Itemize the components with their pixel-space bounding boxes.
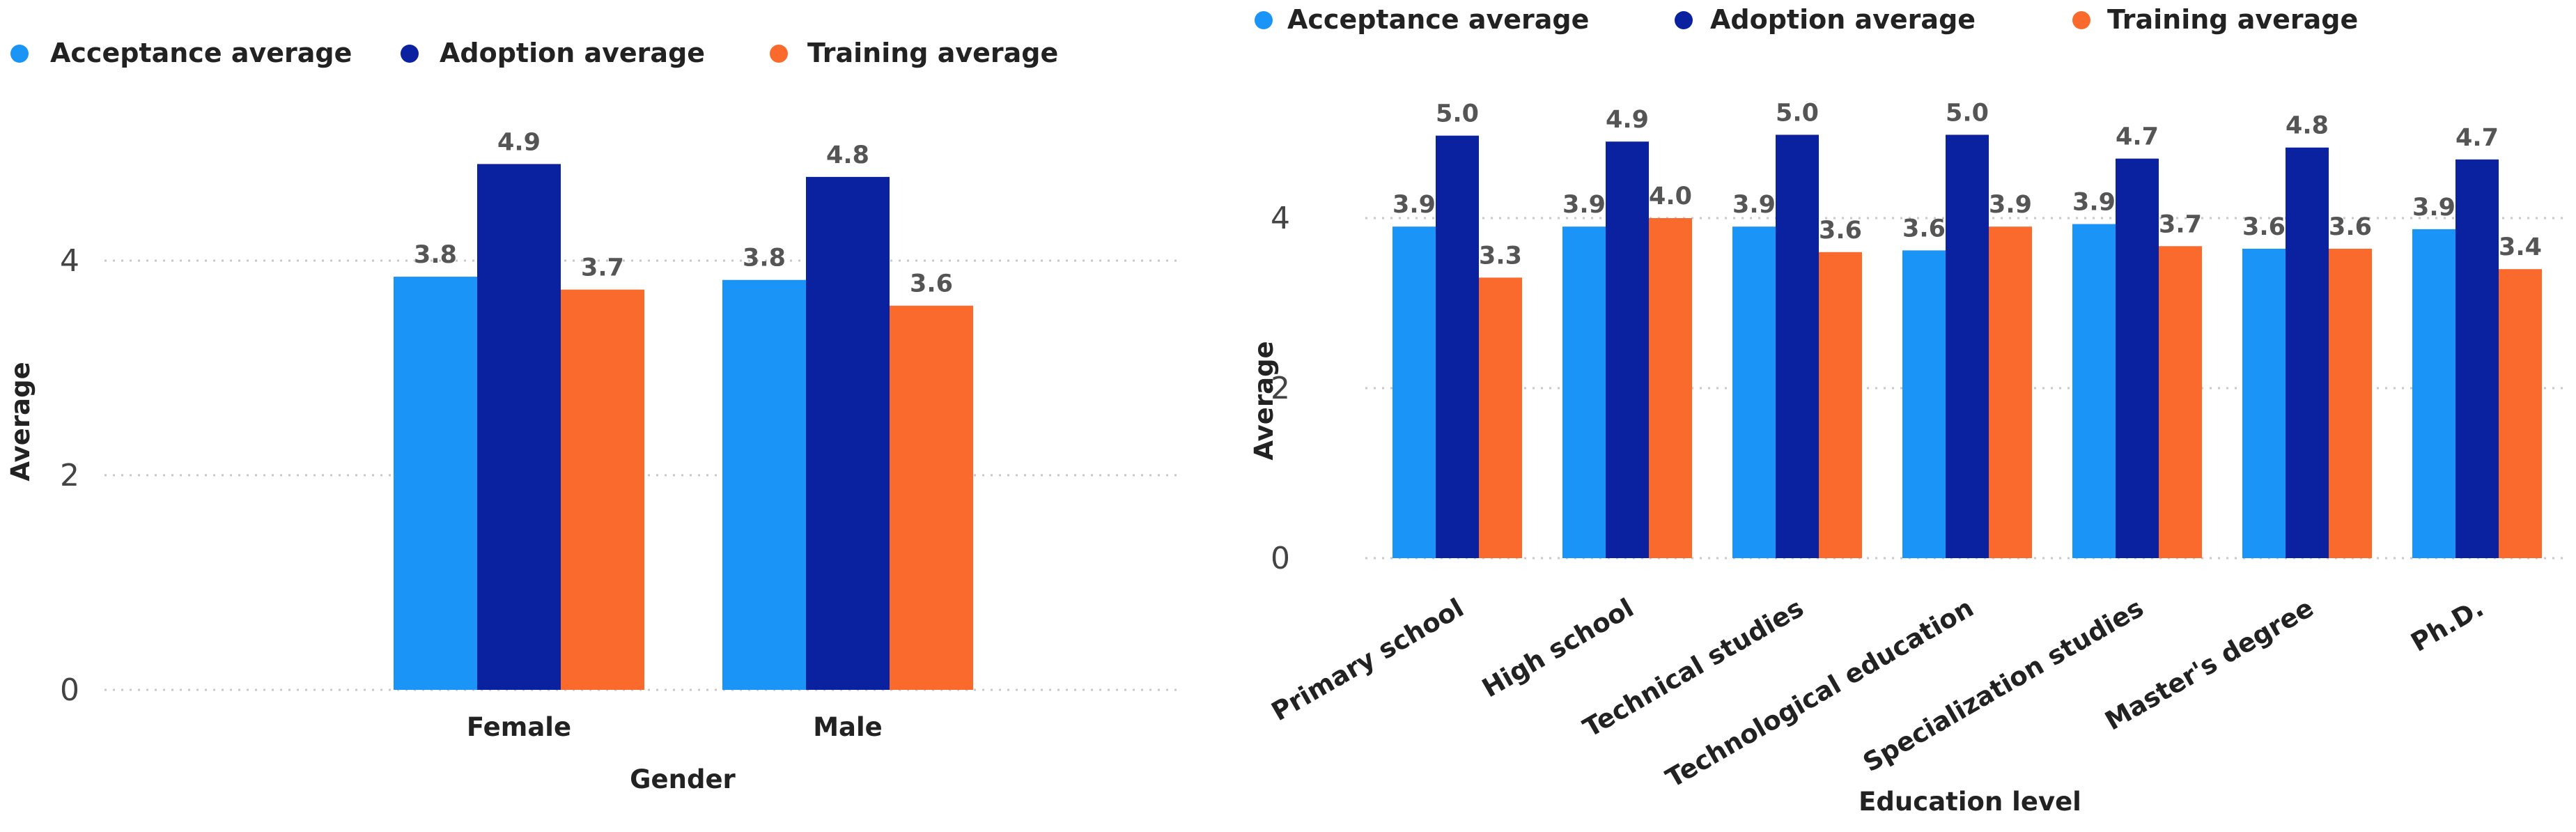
chart2-bar — [2412, 229, 2455, 558]
chart2-bar — [1436, 135, 1479, 558]
chart2-data-label: 3.9 — [2412, 194, 2455, 222]
chart1-data-label: 4.9 — [497, 128, 541, 156]
chart1-x-axis-title: Gender — [630, 764, 736, 794]
chart1-bar — [722, 279, 806, 691]
chart2-data-label: 4.7 — [2455, 124, 2499, 152]
chart2-data-label: 3.9 — [2072, 189, 2116, 217]
chart1-data-label: 3.7 — [581, 254, 624, 282]
chart2-data-label: 3.9 — [1392, 191, 1436, 219]
chart2-bar — [1776, 134, 1819, 558]
chart2-data-label: 3.4 — [2499, 233, 2542, 261]
chart1-bar — [806, 176, 890, 690]
chart2-data-label: 3.6 — [2242, 213, 2286, 241]
chart2-bar — [1946, 134, 1989, 558]
chart2-bar — [2286, 147, 2329, 559]
chart2-data-label: 4.0 — [1649, 183, 1692, 210]
chart2-x-axis-title: Education level — [1859, 787, 2081, 817]
chart2-legend-label: Adoption average — [1710, 4, 1976, 35]
chart1-legend-marker — [770, 45, 788, 63]
chart1-legend-label: Adoption average — [440, 38, 705, 68]
chart2-data-label: 3.6 — [1819, 217, 1862, 245]
chart1-bar — [477, 164, 561, 690]
chart2-bar — [1562, 226, 1606, 558]
chart1-data-label: 4.8 — [826, 141, 869, 169]
chart2-bar — [1606, 141, 1649, 558]
chart1-data-label: 3.8 — [743, 245, 786, 272]
chart1-legend-marker — [401, 45, 419, 63]
chart2-bar — [2116, 158, 2159, 559]
chart2-data-label: 5.0 — [1436, 100, 1479, 128]
chart2-data-label: 3.9 — [1989, 191, 2032, 219]
chart1-bar — [394, 277, 477, 691]
chart2-category-label: Primary school — [1266, 593, 1469, 727]
chart2-data-label: 3.7 — [2159, 210, 2202, 238]
chart2-legend-marker — [2072, 11, 2090, 29]
chart2-category-label: High school — [1477, 593, 1638, 704]
chart1-y-tick-label: 2 — [60, 458, 79, 493]
chart2-category-label: Ph.D. — [2406, 593, 2489, 658]
chart1-data-label: 3.8 — [414, 241, 457, 269]
chart2-bar — [1732, 226, 1776, 558]
chart2-y-tick-label: 2 — [1271, 371, 1290, 406]
chart2-data-label: 3.9 — [1732, 191, 1776, 219]
chart2-bar — [1902, 250, 1946, 558]
chart2-data-label: 3.6 — [1902, 215, 1946, 242]
chart1-category-label: Female — [467, 712, 571, 742]
chart2-category-label: Technological education — [1661, 593, 1978, 794]
chart2-data-label: 4.8 — [2286, 112, 2329, 140]
chart1-y-tick-label: 4 — [60, 243, 79, 279]
chart1-legend-marker — [10, 45, 29, 63]
chart2-y-axis-title: Average — [1249, 341, 1279, 460]
chart2-bar — [1392, 226, 1436, 558]
chart2-data-label: 3.3 — [1479, 242, 1522, 270]
chart2-data-label: 3.6 — [2329, 213, 2372, 241]
chart2-category-label: Specialization studies — [1858, 593, 2148, 778]
chart2-data-label: 5.0 — [1776, 99, 1819, 127]
chart2-legend-marker — [1675, 11, 1693, 29]
chart2-legend-label: Acceptance average — [1287, 4, 1589, 35]
chart1-y-axis-title: Average — [6, 362, 36, 481]
chart1-legend-label: Acceptance average — [50, 38, 352, 68]
chart2-bar — [2455, 159, 2499, 558]
chart2-bar — [2159, 246, 2202, 558]
chart2-y-tick-label: 4 — [1271, 201, 1290, 236]
chart1-y-tick-label: 0 — [60, 672, 79, 708]
chart1-category-label: Male — [813, 712, 883, 742]
chart2-bar — [2329, 248, 2372, 558]
chart1-bar — [561, 289, 644, 691]
chart2-data-label: 3.9 — [1562, 191, 1606, 219]
chart2-data-label: 5.0 — [1946, 99, 1989, 127]
chart2-bar — [1479, 277, 1522, 558]
chart2-data-label: 4.7 — [2116, 123, 2159, 151]
chart2-legend-marker — [1255, 11, 1273, 29]
chart2-data-label: 4.9 — [1606, 106, 1649, 134]
chart2-bar — [1989, 226, 2032, 558]
chart2-bar — [2499, 269, 2542, 558]
chart2-bar — [1819, 252, 1862, 558]
chart2-legend-label: Training average — [2107, 4, 2358, 35]
chart1-legend-label: Training average — [807, 38, 1058, 68]
chart2-bar — [2072, 224, 2116, 558]
chart2-bar — [2242, 248, 2286, 558]
chart2-y-tick-label: 0 — [1271, 541, 1290, 576]
chart2-bar — [1649, 218, 1692, 558]
chart1-data-label: 3.6 — [910, 270, 953, 298]
chart1-bar — [890, 305, 973, 690]
